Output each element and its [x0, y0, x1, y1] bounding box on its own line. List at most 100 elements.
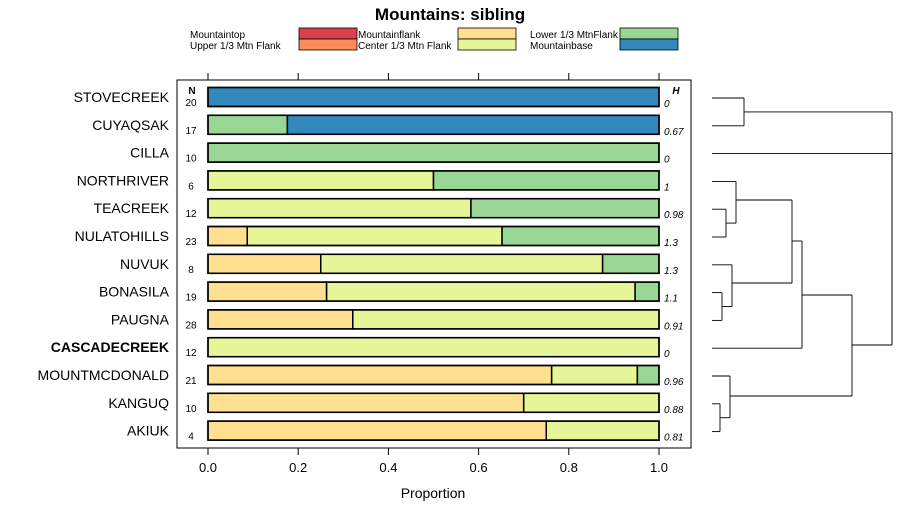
legend-swatch	[298, 38, 358, 51]
bar-segment	[352, 309, 660, 330]
bar-segment	[286, 114, 660, 136]
bar-segment	[207, 142, 660, 163]
bar-outline	[207, 336, 660, 358]
legend-label: Upper 1/3 Mtn Flank	[190, 41, 282, 52]
h-value: 0.98	[664, 210, 684, 221]
row-label: CUYAQSAK	[92, 117, 169, 133]
bar-segment	[550, 364, 639, 386]
bar-segment	[470, 197, 660, 219]
h-value: 0.96	[664, 377, 684, 388]
n-value: 12	[185, 348, 197, 359]
row-label: NORTHRIVER	[77, 172, 169, 188]
bar-segment	[207, 114, 289, 136]
bar-segment	[325, 281, 636, 302]
n-value: 6	[188, 181, 194, 192]
bar-outline	[207, 392, 660, 414]
legend-label: Mountainbase	[530, 41, 593, 52]
h-value: 0.88	[664, 405, 684, 416]
row-label: TEACREEK	[94, 200, 170, 216]
bar-segment	[207, 253, 322, 275]
h-value: 0	[664, 155, 670, 166]
legend-swatch	[457, 27, 517, 40]
h-value: 1.3	[664, 238, 678, 249]
x-tick-label: 0.6	[470, 460, 488, 475]
bar-segment	[522, 392, 660, 414]
bar-segment	[545, 420, 660, 441]
n-value: 10	[185, 154, 197, 165]
bar-segment	[207, 309, 354, 330]
x-tick-label: 0.4	[379, 460, 397, 475]
x-tick-label: 0.0	[199, 460, 217, 475]
x-axis: 0.0 0.2 0.4 0.6 0.8 1.0	[199, 73, 668, 475]
h-value: 0	[664, 99, 670, 110]
row-label: KANGUQ	[108, 395, 169, 411]
h-value: 1.3	[664, 266, 678, 277]
n-value: 20	[185, 98, 197, 109]
n-value: 8	[188, 265, 194, 276]
bar-outline	[207, 420, 660, 441]
legend-swatch	[619, 27, 679, 40]
h-value: 0.91	[664, 321, 683, 332]
bar-segment	[636, 364, 660, 386]
dendrogram	[712, 97, 893, 433]
n-value: 4	[188, 432, 194, 443]
bar-segment	[634, 281, 660, 302]
x-tick-label: 0.2	[289, 460, 307, 475]
bar-segment	[501, 225, 660, 247]
row-label: BONASILA	[99, 284, 170, 300]
h-column-header: H	[672, 86, 680, 97]
n-value: 23	[185, 237, 197, 248]
bar-outline	[207, 364, 660, 386]
bar-segment	[207, 364, 553, 386]
h-value: 1	[664, 182, 670, 193]
bar-segment	[207, 86, 660, 108]
bar-segment	[432, 170, 660, 191]
x-tick-label: 0.8	[560, 460, 578, 475]
row-label: NUVUK	[120, 256, 170, 272]
bar-outline	[207, 225, 660, 247]
h-value: 0.67	[664, 127, 684, 138]
bar-segment	[207, 420, 547, 441]
chart-title: Mountains: sibling	[375, 5, 525, 24]
bar-segment	[320, 253, 604, 275]
row-label: MOUNTMCDONALD	[38, 367, 169, 383]
bar-segment	[246, 225, 503, 247]
h-value: 0	[664, 349, 670, 360]
bar-outline	[207, 197, 660, 219]
h-value: 0.81	[664, 433, 683, 444]
bar-segment	[207, 392, 525, 414]
n-value: 10	[185, 404, 197, 415]
bar-outline	[207, 142, 660, 163]
n-value: 12	[185, 209, 197, 220]
n-value: 17	[185, 126, 197, 137]
bar-segment	[207, 225, 248, 247]
bar-segment	[207, 197, 472, 219]
bar-outline	[207, 281, 660, 302]
row-label: CASCADECREEK	[51, 339, 169, 355]
h-value: 1.1	[664, 294, 678, 305]
bar-segment	[207, 170, 435, 191]
bar-outline	[207, 114, 660, 136]
row-label: STOVECREEK	[74, 89, 170, 105]
legend-label: Mountaintop	[190, 30, 245, 41]
bar-outline	[207, 309, 660, 330]
row-label: PAUGNA	[111, 311, 170, 327]
legend-swatch	[298, 27, 358, 40]
n-column-header: N	[188, 86, 195, 97]
x-axis-title: Proportion	[401, 485, 466, 501]
bar-segment	[601, 253, 660, 275]
legend-swatch	[619, 38, 679, 51]
bar-outline	[207, 170, 660, 191]
n-value: 21	[185, 376, 197, 387]
legend-label: Lower 1/3 MtnFlank	[530, 30, 619, 41]
bar-outline	[207, 253, 660, 275]
row-label: AKIUK	[127, 423, 170, 439]
n-value: 28	[185, 320, 197, 331]
bar-segment	[207, 336, 660, 358]
bar-outline	[207, 86, 660, 108]
legend-label: Mountainflank	[358, 30, 421, 41]
n-value: 19	[185, 293, 197, 304]
